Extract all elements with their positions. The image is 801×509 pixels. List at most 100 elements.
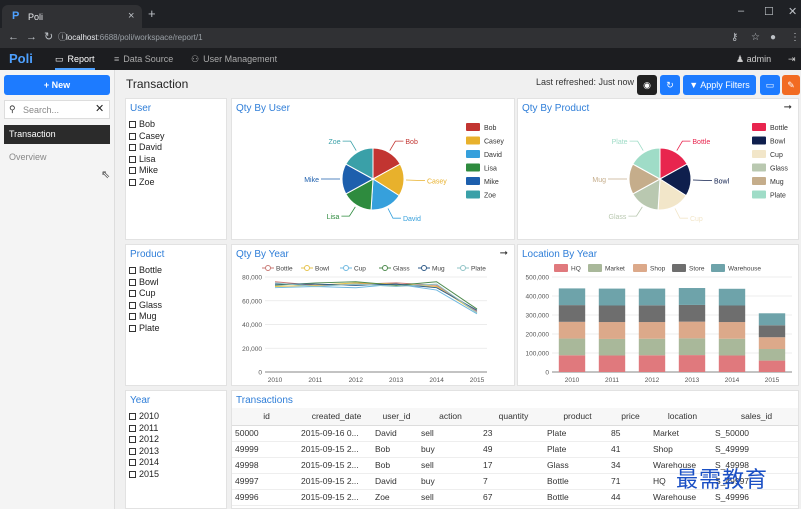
legend-label[interactable]: Market [605,266,625,273]
bar-segment[interactable] [758,337,786,350]
legend-swatch[interactable] [588,264,602,272]
legend-swatch[interactable] [752,177,766,185]
new-tab-button[interactable]: + [148,6,156,21]
bar-segment[interactable] [638,355,666,372]
legend-swatch[interactable] [466,150,480,158]
legend-swatch[interactable] [554,264,568,272]
legend-label[interactable]: Bowl [315,266,330,273]
sidebar-item-transaction[interactable]: Transaction [4,125,110,144]
column-header[interactable]: action [418,408,480,426]
edit-button[interactable]: ✎ [782,75,800,95]
user-menu[interactable]: ♟ admin [736,48,771,70]
auto-refresh-button[interactable]: ◉ [637,75,657,95]
column-header[interactable]: price [608,408,650,426]
checkbox[interactable] [129,436,136,443]
bar-segment[interactable] [758,325,786,338]
checkbox[interactable] [129,167,136,174]
search-input[interactable]: ⚲ Search... ✕ [4,100,110,119]
bar-segment[interactable] [678,321,706,339]
bar-segment[interactable] [718,322,746,339]
user-option[interactable]: Mike [129,165,165,177]
column-header[interactable]: sales_id [712,408,798,426]
user-option[interactable]: Lisa [129,154,165,166]
checkbox[interactable] [129,267,136,274]
series-line[interactable] [274,281,478,310]
legend-label[interactable]: Store [689,266,705,273]
column-header[interactable]: user_id [372,408,418,426]
product-option[interactable]: Bowl [129,277,162,289]
legend-swatch[interactable] [672,264,686,272]
checkbox[interactable] [129,301,136,309]
legend-label[interactable]: Warehouse [728,266,761,273]
bar-segment[interactable] [678,288,706,305]
product-option[interactable]: Cup [129,288,162,300]
logout-icon[interactable]: ⇥ [788,54,796,64]
bar-segment[interactable] [638,322,666,339]
nav-user-management[interactable]: ⚇ User Management [191,48,277,70]
checkbox[interactable] [129,132,136,140]
legend-swatch[interactable] [633,264,647,272]
legend-label[interactable]: Bottle [770,125,788,132]
tab-close-icon[interactable]: × [128,10,135,22]
info-icon[interactable]: ⓘ [58,32,68,42]
checkbox[interactable] [129,424,136,432]
checkbox[interactable] [129,155,136,163]
year-option[interactable]: 2010 [129,411,159,423]
bar-segment[interactable] [718,305,746,323]
bar-segment[interactable] [558,355,586,372]
forward-icon[interactable]: → [26,31,37,43]
legend-label[interactable]: Shop [650,266,666,273]
bar-segment[interactable] [558,305,586,322]
legend-label[interactable]: Plate [471,266,486,273]
app-logo[interactable]: Poli [9,51,33,66]
refresh-button[interactable]: ↻ [660,75,680,95]
table-row[interactable]: 49996 2015-09-15 2... Zoe sell 67 Bottle 44 War… [232,489,798,506]
checkbox[interactable] [129,313,136,320]
minimize-icon[interactable]: – [738,5,745,17]
legend-swatch[interactable] [752,163,766,172]
legend-label[interactable]: Zoe [484,193,496,200]
checkbox[interactable] [129,470,136,478]
pie-slice[interactable] [345,147,374,180]
bar-segment[interactable] [718,288,746,306]
legend-label[interactable]: Lisa [484,166,497,173]
nav-data-source[interactable]: ≡ Data Source [114,48,173,70]
product-option[interactable]: Plate [129,323,162,335]
column-header[interactable]: id [232,408,298,426]
legend-label[interactable]: Glass [770,166,788,173]
reload-icon[interactable]: ↻ [44,31,54,43]
legend-swatch[interactable] [466,177,480,185]
bar-segment[interactable] [678,338,706,356]
clear-search-icon[interactable]: ✕ [95,103,105,115]
checkbox[interactable] [129,144,136,151]
apply-filters-button[interactable]: ▼ Apply Filters [683,75,756,95]
product-option[interactable]: Glass [129,300,162,312]
bar-segment[interactable] [678,304,706,322]
legend-label[interactable]: Casey [484,139,504,146]
user-option[interactable]: Zoe [129,177,165,189]
maximize-icon[interactable]: ☐ [764,6,774,18]
user-option[interactable]: David [129,142,165,154]
legend-label[interactable]: Mike [484,179,499,186]
bar-segment[interactable] [718,338,746,356]
legend-swatch[interactable] [752,150,766,158]
bar-segment[interactable] [638,305,666,323]
bar-segment[interactable] [758,349,786,361]
bar-segment[interactable] [598,305,626,323]
legend-swatch[interactable] [466,190,480,199]
table-row[interactable]: 49997 2015-09-15 2... David buy 7 Bottle 71 HQ S… [232,473,798,490]
bar-segment[interactable] [598,355,626,372]
series-line[interactable] [275,283,478,311]
legend-label[interactable]: Glass [393,266,410,273]
user-option[interactable]: Casey [129,131,165,143]
back-icon[interactable]: ← [8,31,19,43]
fullscreen-button[interactable]: ▭ [760,75,780,95]
checkbox[interactable] [129,459,136,466]
account-icon[interactable]: ● [770,32,777,43]
url-field[interactable]: localhost:6688/poli/workspace/report/1 [66,31,203,44]
checkbox[interactable] [129,413,136,420]
legend-swatch[interactable] [752,136,766,145]
legend-label[interactable]: Bowl [770,139,786,146]
browser-tab[interactable]: P Poli × [2,5,142,28]
bar-segment[interactable] [558,338,586,356]
